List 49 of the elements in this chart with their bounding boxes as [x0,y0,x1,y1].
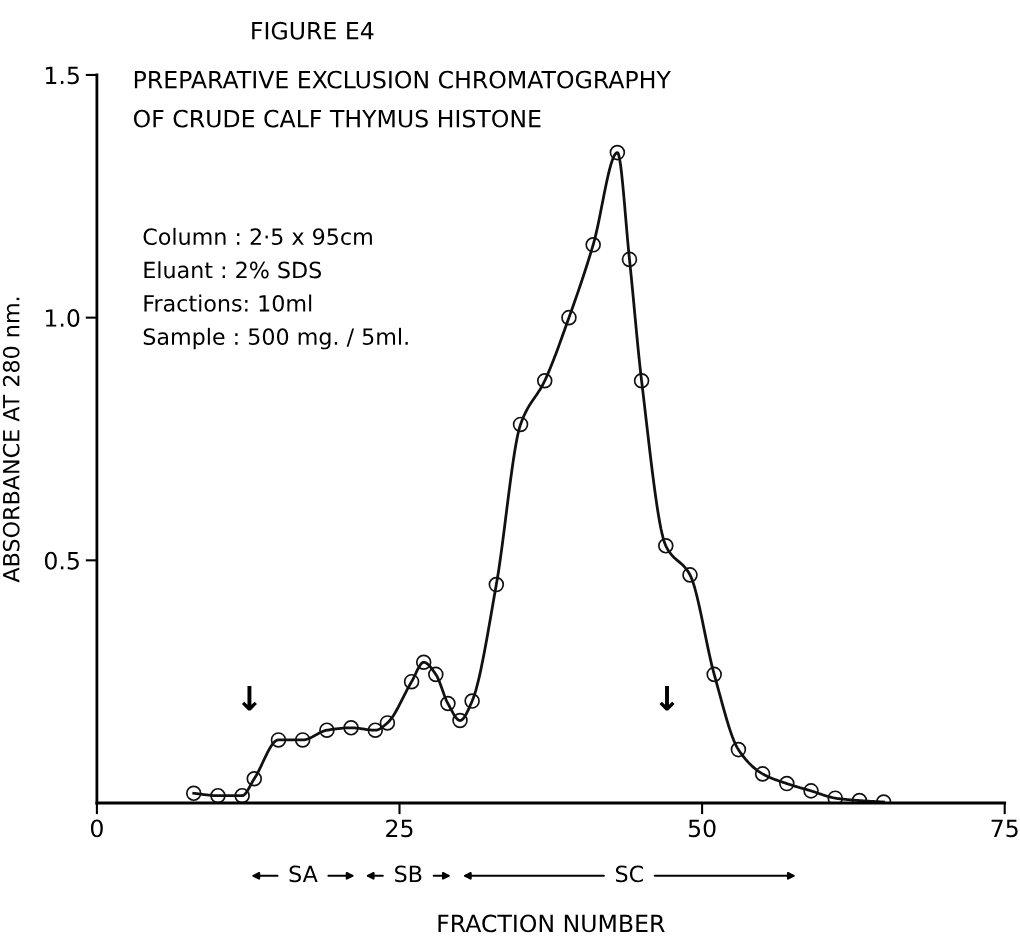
y-tick-label: 0.5 [44,551,79,570]
annotation: ↓ [659,685,675,711]
x-tick-label: 25 [386,819,413,838]
point [319,722,335,738]
point [706,666,722,683]
point [633,372,650,389]
text: SA [289,865,318,883]
annotation: ↓ [241,685,257,711]
point [827,790,844,804]
x-tick-label: 50 [688,819,716,838]
point [512,416,529,433]
point [536,372,553,389]
point [379,715,396,731]
point [464,693,480,709]
point [367,722,384,738]
annotation: Column : 2·5 x 95cm Eluant : 2% SDS Fractions: 10ml Sample : 500 mg. / 5ml. [143,227,408,350]
point [803,783,819,799]
point [428,666,444,683]
point [440,695,456,712]
point [779,775,795,792]
y-axis-title: ABSORBANCE AT 280 nm. [2,297,20,583]
point [452,712,468,729]
point [754,766,771,782]
text: SB [395,865,422,883]
point [343,719,359,736]
point [210,787,226,804]
point [561,309,577,326]
y-tick-label: 1.5 [45,66,79,85]
point [185,785,202,802]
point [270,732,287,748]
x-tick-label: 0 [90,819,103,838]
point [294,732,311,748]
text: SC [615,865,643,883]
point [246,770,263,787]
chart-title: FIGURE E4 [252,21,374,40]
x-axis-title: FRACTION NUMBER [438,914,665,933]
x-tick-label: 75 [991,819,1018,838]
point [488,576,505,593]
point [621,251,638,268]
point [234,787,250,804]
point [730,741,747,758]
point [682,567,698,583]
text: PREPARATIVE EXCLUSION CHROMATOGRAPHY OF CRUDE CALF THYMUS HISTONE [133,70,671,128]
point [658,537,674,554]
point [609,144,626,161]
point [403,673,420,690]
y-tick-label: 1.0 [45,309,80,327]
point [585,237,601,253]
point [415,654,432,671]
